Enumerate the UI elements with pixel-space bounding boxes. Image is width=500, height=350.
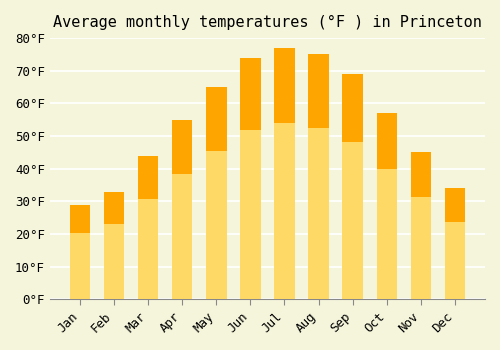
Bar [308,55,329,300]
Bar [172,120,193,174]
Bar [445,188,465,300]
Bar [376,113,397,300]
Bar [410,153,431,197]
Bar [240,58,260,130]
Bar [308,55,329,128]
Bar [342,74,363,142]
Title: Average monthly temperatures (°F ) in Princeton: Average monthly temperatures (°F ) in Pr… [53,15,482,30]
Bar [445,188,465,222]
Bar [138,156,158,300]
Bar [410,153,431,300]
Bar [240,58,260,300]
Bar [172,120,193,300]
Bar [70,205,90,233]
Bar [206,87,227,300]
Bar [206,87,227,151]
Bar [104,192,124,224]
Bar [104,192,124,300]
Bar [70,205,90,300]
Bar [274,48,294,124]
Bar [274,48,294,300]
Bar [342,74,363,300]
Bar [138,156,158,199]
Bar [376,113,397,169]
